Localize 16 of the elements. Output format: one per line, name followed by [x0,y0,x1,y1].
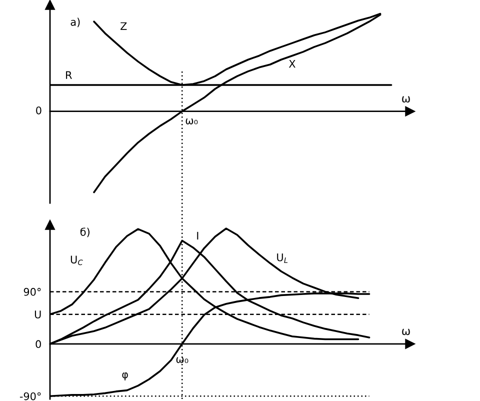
series-label: R [66,71,72,79]
y-tick-label: U [34,310,41,318]
y-tick-label: 0 [36,340,41,348]
series-label: U$_{L}$ [277,254,288,263]
chart-title: б) [80,228,90,238]
y-tick-label: 90° [24,288,41,296]
series-label: U$_{C}$ [70,256,83,266]
series-label: I [197,232,198,240]
annotation: ω₀ [186,118,198,124]
x-axis-title: ω [402,96,410,103]
y-tick-label: -90° [20,392,41,400]
series-label: φ [122,372,128,380]
series-label: X [288,60,296,68]
series-label: Z [120,22,127,30]
x-axis-title: ω [402,328,410,336]
chart-title: а) [70,18,80,28]
